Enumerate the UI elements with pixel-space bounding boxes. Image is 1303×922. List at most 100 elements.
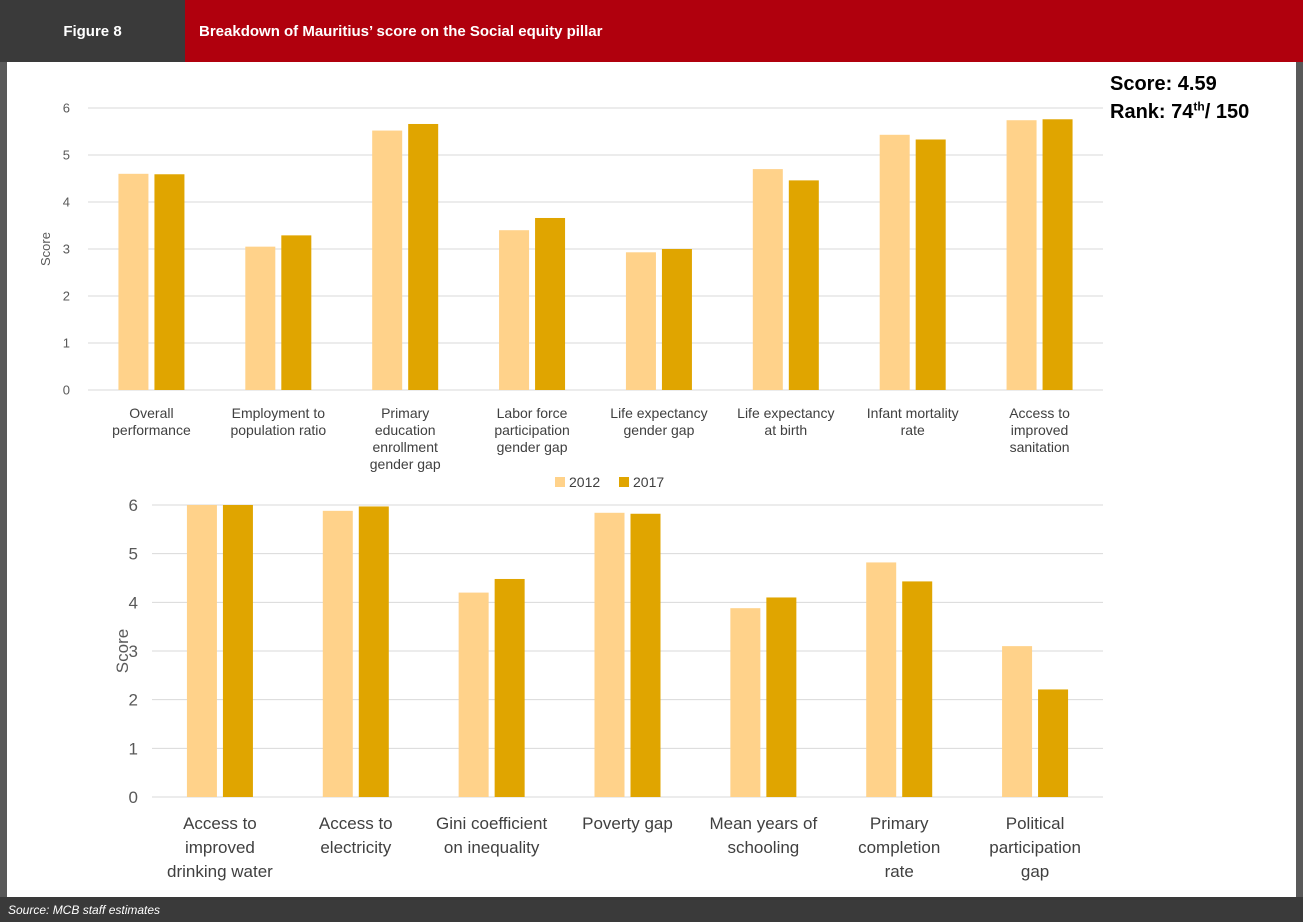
- category-label: Access to improved drinking water: [167, 814, 273, 881]
- category-label: Infant mortality rate: [867, 405, 959, 438]
- category-label-line: schooling: [727, 838, 799, 857]
- category-label-line: participation: [989, 838, 1081, 857]
- bar-2017: [766, 597, 797, 797]
- rank-prefix: Rank: 74: [1110, 101, 1194, 123]
- y-tick-label: 0: [129, 788, 138, 807]
- figure-title: Breakdown of Mauritius’ score on the Soc…: [185, 0, 1303, 62]
- y-tick-label: 0: [63, 383, 70, 398]
- category-label-line: gender gap: [370, 456, 441, 472]
- rank-value: Rank: 74th/ 150: [1110, 98, 1300, 126]
- bar-2017: [494, 578, 525, 797]
- category-label-line: on inequality: [444, 838, 540, 857]
- bar-2012: [458, 592, 489, 797]
- category-label-line: performance: [112, 422, 191, 438]
- category-label-line: gender gap: [624, 422, 695, 438]
- bar-2012: [730, 608, 761, 797]
- category-label: Poverty gap: [582, 814, 673, 833]
- category-label: Life expectancy at birth: [737, 405, 834, 438]
- category-label-line: sanitation: [1010, 439, 1070, 455]
- y-tick-label: 3: [63, 242, 70, 257]
- bar-2017: [915, 139, 946, 390]
- category-label-line: Access to: [1009, 405, 1070, 421]
- category-label-line: Employment to: [232, 405, 326, 421]
- category-label-line: at birth: [764, 422, 807, 438]
- category-label-line: gender gap: [497, 439, 568, 455]
- bar-2012: [322, 510, 353, 797]
- category-label-line: Primary: [870, 814, 929, 833]
- category-label-line: Overall: [129, 405, 173, 421]
- category-label-line: rate: [885, 862, 914, 881]
- legend-swatch-2017: [619, 477, 629, 487]
- category-label-line: participation: [494, 422, 570, 438]
- score-value: Score: 4.59: [1110, 73, 1217, 95]
- category-label-line: Political: [1006, 814, 1065, 833]
- category-label: Life expectancy gender gap: [610, 405, 707, 438]
- y-tick-label: 2: [129, 691, 138, 710]
- y-axis-label: Score: [38, 232, 53, 266]
- bar-2012: [625, 252, 656, 390]
- category-label: Gini coefficient on inequality: [436, 814, 547, 857]
- y-tick-label: 5: [129, 545, 138, 564]
- score-summary: Score: 4.59 Rank: 74th/ 150: [1110, 70, 1300, 126]
- y-tick-label: 1: [63, 336, 70, 351]
- category-label-line: Mean years of: [709, 814, 817, 833]
- category-label-line: Access to: [183, 814, 257, 833]
- y-tick-label: 6: [63, 101, 70, 116]
- bar-2012: [245, 246, 276, 390]
- category-label: Labor force participation gender gap: [494, 405, 570, 455]
- category-label-line: Gini coefficient: [436, 814, 547, 833]
- category-label: Access to improved sanitation: [1009, 405, 1070, 455]
- bar-2012: [866, 562, 897, 797]
- rank-suffix-sup: th: [1193, 99, 1205, 114]
- figure-number: Figure 8: [0, 0, 185, 62]
- bar-2017: [535, 217, 566, 390]
- rank-total: / 150: [1204, 101, 1250, 123]
- category-label-line: completion: [858, 838, 940, 857]
- y-tick-label: 5: [63, 148, 70, 163]
- bar-2017: [1038, 689, 1069, 797]
- category-label: Primary completion rate: [858, 814, 940, 881]
- bar-2012: [186, 505, 217, 797]
- category-label: Primary education enrollment gender gap: [370, 405, 441, 472]
- bar-2012: [594, 512, 625, 797]
- category-label: Employment to population ratio: [230, 405, 326, 438]
- category-label-line: drinking water: [167, 862, 273, 881]
- chart-2: 0 1 2 3 4 5 6 Score Access to improved drinking wa…: [113, 496, 1103, 881]
- category-label-line: Infant mortality: [867, 405, 959, 421]
- bar-2012: [118, 173, 149, 390]
- category-label-line: Life expectancy: [610, 405, 707, 421]
- bar-2012: [499, 230, 530, 390]
- bar-2012: [879, 134, 910, 390]
- category-label-line: Life expectancy: [737, 405, 834, 421]
- category-label-line: Poverty gap: [582, 814, 673, 833]
- bar-2017: [1042, 119, 1073, 390]
- bar-2017: [902, 581, 933, 797]
- y-tick-label: 4: [129, 593, 138, 612]
- category-label-line: electricity: [320, 838, 391, 857]
- bar-2012: [1002, 646, 1033, 797]
- category-label: Mean years of schooling: [709, 814, 817, 857]
- y-tick-label: 3: [129, 642, 138, 661]
- category-label-line: education: [375, 422, 436, 438]
- category-label-line: Labor force: [497, 405, 568, 421]
- y-axis-label: Score: [113, 629, 132, 673]
- bar-2017: [661, 249, 692, 390]
- bar-2017: [408, 123, 439, 390]
- bar-2017: [281, 235, 312, 390]
- legend-label-2012: 2012: [569, 474, 600, 490]
- category-label-line: gap: [1021, 862, 1049, 881]
- bar-2017: [630, 513, 661, 797]
- chart-1: 0 1 2 3 4 5 6 Score Overall performance Employment…: [38, 101, 1103, 490]
- y-tick-label: 2: [63, 289, 70, 304]
- category-label: Political participation gap: [989, 814, 1081, 881]
- category-label: Overall performance: [112, 405, 191, 438]
- category-label: Access to electricity: [319, 814, 393, 857]
- category-label-line: Access to: [319, 814, 393, 833]
- category-label-line: improved: [185, 838, 255, 857]
- bar-2012: [1006, 120, 1037, 390]
- category-label-line: Primary: [381, 405, 429, 421]
- bar-2017: [788, 180, 819, 390]
- category-label-line: improved: [1011, 422, 1069, 438]
- legend-label-2017: 2017: [633, 474, 664, 490]
